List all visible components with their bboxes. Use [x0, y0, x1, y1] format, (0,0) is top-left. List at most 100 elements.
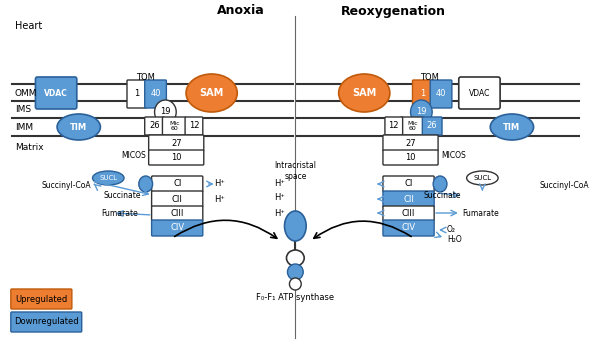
Ellipse shape: [284, 211, 306, 241]
Text: 19: 19: [416, 108, 427, 116]
Text: 26: 26: [149, 121, 160, 131]
Text: H⁺: H⁺: [274, 194, 285, 203]
FancyBboxPatch shape: [152, 191, 203, 207]
FancyBboxPatch shape: [422, 117, 442, 135]
Text: SUCL: SUCL: [473, 175, 491, 181]
FancyBboxPatch shape: [430, 80, 452, 108]
Text: H⁺: H⁺: [215, 194, 226, 204]
Text: TOM: TOM: [136, 73, 155, 83]
Text: MICOS: MICOS: [441, 152, 466, 161]
Text: CIV: CIV: [401, 224, 416, 232]
Text: Anoxia: Anoxia: [217, 5, 265, 17]
Ellipse shape: [490, 114, 533, 140]
Text: TIM: TIM: [503, 122, 520, 131]
Ellipse shape: [139, 176, 152, 192]
Text: SAM: SAM: [352, 88, 376, 98]
FancyBboxPatch shape: [383, 206, 434, 221]
Ellipse shape: [186, 74, 237, 112]
Text: H⁺: H⁺: [274, 179, 285, 188]
Text: 10: 10: [171, 152, 181, 162]
Text: O₂: O₂: [447, 225, 456, 235]
FancyBboxPatch shape: [383, 220, 434, 236]
Ellipse shape: [92, 171, 124, 185]
Text: CI: CI: [173, 179, 181, 188]
Text: F₀-F₁ ATP synthase: F₀-F₁ ATP synthase: [256, 293, 334, 303]
Text: 12: 12: [389, 121, 399, 131]
Text: CII: CII: [403, 194, 414, 204]
Text: Heart: Heart: [15, 21, 42, 31]
Text: 27: 27: [171, 138, 182, 147]
Text: Upregulated: Upregulated: [15, 294, 67, 304]
Text: Mic
60: Mic 60: [407, 121, 418, 131]
Ellipse shape: [286, 250, 304, 266]
Text: VDAC: VDAC: [44, 89, 68, 98]
FancyBboxPatch shape: [11, 289, 72, 309]
FancyBboxPatch shape: [383, 191, 434, 207]
Text: H⁺: H⁺: [274, 209, 285, 218]
Text: TIM: TIM: [70, 122, 88, 131]
FancyBboxPatch shape: [163, 117, 186, 135]
Text: CI: CI: [404, 179, 413, 188]
FancyBboxPatch shape: [383, 150, 438, 165]
Text: Succinyl-CoA: Succinyl-CoA: [539, 180, 589, 189]
FancyBboxPatch shape: [149, 135, 204, 151]
Text: 27: 27: [405, 138, 416, 147]
Text: TOM: TOM: [420, 73, 439, 83]
FancyBboxPatch shape: [11, 312, 82, 332]
Text: 10: 10: [405, 152, 416, 162]
Text: Succinate: Succinate: [103, 192, 141, 200]
Text: 19: 19: [160, 108, 170, 116]
Text: IMS: IMS: [15, 105, 31, 115]
FancyBboxPatch shape: [152, 176, 203, 192]
Text: 12: 12: [188, 121, 199, 131]
Text: Mic
60: Mic 60: [169, 121, 179, 131]
Text: Reoxygenation: Reoxygenation: [341, 5, 446, 17]
Text: CIII: CIII: [170, 209, 184, 218]
Text: OMM: OMM: [15, 89, 37, 98]
Text: Succinyl-CoA: Succinyl-CoA: [41, 180, 91, 189]
FancyBboxPatch shape: [385, 117, 403, 135]
FancyBboxPatch shape: [152, 206, 203, 221]
Ellipse shape: [57, 114, 100, 140]
FancyBboxPatch shape: [145, 80, 166, 108]
Text: MICOS: MICOS: [121, 152, 146, 161]
FancyBboxPatch shape: [152, 220, 203, 236]
Text: 40: 40: [436, 89, 446, 99]
Ellipse shape: [287, 264, 303, 280]
Text: CII: CII: [172, 194, 182, 204]
Text: 1: 1: [420, 89, 425, 99]
Ellipse shape: [467, 171, 498, 185]
Text: 1: 1: [134, 89, 139, 99]
Text: Matrix: Matrix: [15, 143, 43, 152]
FancyBboxPatch shape: [149, 150, 204, 165]
Text: VDAC: VDAC: [469, 89, 490, 98]
Text: Fumarate: Fumarate: [463, 209, 499, 218]
Text: SUCL: SUCL: [99, 175, 118, 181]
Text: Succinate: Succinate: [423, 192, 461, 200]
Text: 26: 26: [427, 121, 437, 131]
Text: IMM: IMM: [15, 124, 33, 132]
Ellipse shape: [338, 74, 390, 112]
Ellipse shape: [155, 100, 176, 124]
Text: Fumarate: Fumarate: [101, 209, 138, 218]
Text: Downregulated: Downregulated: [14, 318, 79, 326]
FancyBboxPatch shape: [35, 77, 77, 109]
FancyBboxPatch shape: [185, 117, 203, 135]
FancyBboxPatch shape: [127, 80, 146, 108]
Text: 40: 40: [150, 89, 161, 99]
FancyBboxPatch shape: [401, 117, 424, 135]
FancyBboxPatch shape: [383, 135, 438, 151]
FancyBboxPatch shape: [459, 77, 500, 109]
Text: CIV: CIV: [170, 224, 184, 232]
Ellipse shape: [289, 278, 301, 290]
Text: H⁺: H⁺: [215, 179, 226, 188]
Ellipse shape: [433, 176, 447, 192]
Text: Intracristal
space: Intracristal space: [274, 161, 316, 181]
FancyBboxPatch shape: [383, 176, 434, 192]
FancyBboxPatch shape: [412, 80, 432, 108]
Ellipse shape: [410, 100, 432, 124]
Text: SAM: SAM: [200, 88, 224, 98]
Text: H₂O: H₂O: [447, 236, 461, 245]
Text: CIII: CIII: [402, 209, 415, 218]
FancyBboxPatch shape: [145, 117, 164, 135]
